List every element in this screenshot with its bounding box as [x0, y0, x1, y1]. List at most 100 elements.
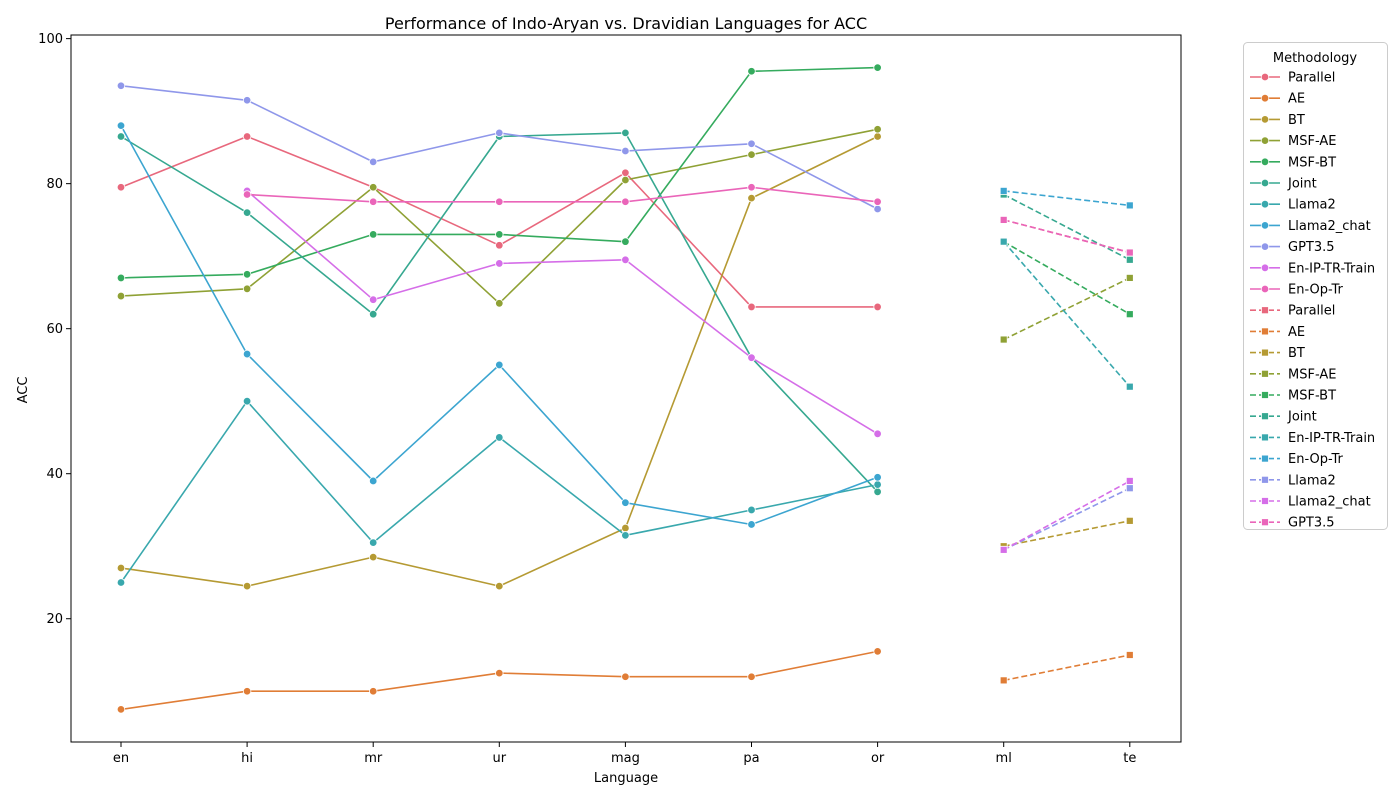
indo-aryan-point-ae-hi: [242, 687, 252, 696]
indo-aryan-point-msf-bt-hi: [242, 270, 252, 279]
legend-solid-marker-en-ip-tr-train: [1260, 263, 1270, 272]
dravidian-series-line-ae: [1003, 654, 1130, 682]
legend-dashed-label-parallel: Parallel: [1288, 304, 1335, 319]
dravidian-point-joint-te: [1125, 255, 1134, 264]
indo-aryan-series-line-llama2: [120, 400, 878, 583]
dravidian-point-llama2-chat-ml: [999, 545, 1008, 554]
indo-aryan-series-line-msf-ae: [120, 128, 878, 305]
legend-solid-label-parallel: Parallel: [1288, 71, 1335, 86]
indo-aryan-point-en-op-tr-ur: [495, 197, 504, 206]
indo-aryan-point-msf-ae-en: [116, 291, 126, 301]
indo-aryan-point-msf-ae-pa: [747, 150, 756, 159]
indo-aryan-point-gpt3-5-ur: [495, 128, 504, 138]
y-axis: 20 40 60 80 100: [38, 32, 71, 627]
dravidian-point-msf-ae-ml: [999, 335, 1008, 344]
dravidian-series-line-joint: [1003, 193, 1131, 261]
indo-aryan-point-msf-bt-mr: [369, 230, 378, 239]
y-tick-label-80: 80: [46, 177, 63, 192]
legend-dashed-marker-llama2-chat: [1261, 497, 1269, 505]
legend-solid-marker-msf-ae: [1260, 136, 1270, 145]
indo-aryan-point-joint-en: [116, 132, 126, 141]
legend-dashed-marker-bt: [1261, 348, 1269, 357]
legend: Methodology Parallel AE BT MSF-AE MSF-BT Join…: [1243, 42, 1388, 531]
dravidian-point-msf-ae-te: [1125, 274, 1134, 282]
legend-dashed-label-gpt3-5: GPT3.5: [1288, 516, 1335, 531]
indo-aryan-point-llama2-ur: [495, 433, 504, 442]
indo-aryan-point-msf-ae-hi: [242, 284, 252, 293]
dravidian-series-line-gpt3-5: [1003, 219, 1131, 254]
indo-aryan-point-gpt3-5-or: [873, 204, 882, 214]
indo-aryan-point-llama2-chat-or: [873, 473, 882, 482]
legend-dashed-label-bt: BT: [1288, 346, 1305, 361]
indo-aryan-point-llama2-chat-ur: [495, 360, 504, 370]
indo-aryan-point-en-op-tr-hi: [242, 190, 252, 199]
legend-solid-label-en-ip-tr-train: En-IP-TR-Train: [1288, 261, 1375, 276]
indo-aryan-point-llama2-chat-mag: [621, 498, 630, 507]
y-tick-label-60: 60: [46, 322, 63, 337]
y-axis-label: ACC: [16, 377, 31, 404]
legend-dashed-label-msf-ae: MSF-AE: [1288, 367, 1336, 382]
x-axis: en hi mr ur mag pa or ml te: [113, 742, 1136, 766]
indo-aryan-point-gpt3-5-en: [116, 81, 126, 90]
indo-aryan-point-en-ip-tr-train-ur: [495, 259, 504, 268]
legend-solid-label-joint: Joint: [1287, 177, 1317, 192]
legend-dashed-label-msf-bt: MSF-BT: [1288, 389, 1336, 404]
x-tick-label-hi: hi: [241, 751, 253, 766]
indo-aryan-point-parallel-or: [873, 302, 882, 312]
indo-aryan-point-llama2-or: [873, 480, 882, 489]
legend-solid-marker-joint: [1260, 178, 1270, 188]
indo-aryan-point-parallel-ur: [495, 241, 504, 250]
indo-aryan-point-bt-or: [873, 132, 882, 141]
indo-aryan-point-llama2-mag: [621, 531, 630, 540]
legend-dashed-marker-en-op-tr: [1261, 454, 1269, 463]
legend-dashed-marker-gpt3-5: [1261, 518, 1269, 527]
dravidian-point-gpt3-5-te: [1125, 248, 1134, 257]
legend-solid-label-msf-ae: MSF-AE: [1288, 134, 1336, 149]
x-tick-label-te: te: [1123, 751, 1136, 766]
indo-aryan-point-parallel-en: [116, 183, 126, 192]
legend-solid-label-ae: AE: [1288, 92, 1305, 107]
legend-solid-label-msf-bt: MSF-BT: [1288, 155, 1336, 170]
y-tick-label-100: 100: [38, 32, 63, 47]
indo-aryan-point-llama2-en: [116, 578, 126, 587]
legend-dashed-label-en-op-tr: En-Op-Tr: [1288, 452, 1344, 467]
indo-aryan-series-line-ae: [120, 650, 878, 711]
indo-aryan-point-en-op-tr-or: [873, 197, 882, 206]
legend-solid-label-llama2-chat: Llama2_chat: [1288, 219, 1371, 234]
y-tick-label-40: 40: [46, 467, 63, 482]
indo-aryan-point-joint-mr: [369, 309, 378, 319]
indo-aryan-point-parallel-mag: [621, 168, 630, 177]
dravidian-series-line-en-op-tr: [1003, 190, 1130, 207]
indo-aryan-point-gpt3-5-hi: [242, 96, 252, 105]
indo-aryan-point-msf-ae-mr: [369, 183, 378, 192]
dravidian-point-ae-te: [1125, 651, 1134, 659]
dravidian-point-msf-bt-te: [1125, 310, 1134, 319]
legend-solid-marker-gpt3-5: [1260, 242, 1270, 251]
dravidian-point-en-ip-tr-train-te: [1125, 382, 1134, 391]
legend-dashed-label-llama2-chat: Llama2_chat: [1288, 495, 1371, 510]
legend-frame: [1243, 42, 1388, 530]
indo-aryan-point-msf-bt-pa: [747, 67, 756, 76]
dravidian-series-line-llama2: [1003, 487, 1131, 551]
indo-aryan-point-llama2-chat-en: [116, 121, 126, 130]
indo-aryan-point-ae-mr: [369, 687, 378, 696]
dravidian-point-bt-te: [1125, 516, 1134, 525]
legend-solid-marker-ae: [1260, 93, 1270, 103]
indo-aryan-point-msf-bt-or: [873, 63, 882, 72]
indo-aryan-point-joint-hi: [242, 208, 252, 217]
indo-aryan-point-en-ip-tr-train-mag: [621, 255, 630, 264]
indo-aryan-point-llama2-chat-pa: [747, 520, 756, 529]
x-tick-label-en: en: [113, 751, 129, 766]
indo-aryan-series-line-llama2-chat: [120, 125, 878, 526]
dravidian-point-gpt3-5-ml: [999, 216, 1008, 224]
plot-frame: [70, 34, 1182, 743]
dravidian-point-llama2-chat-te: [1125, 477, 1134, 485]
indo-aryan-point-msf-bt-ur: [495, 230, 504, 239]
x-tick-label-ml: ml: [996, 751, 1012, 766]
legend-dashed-label-llama2: Llama2: [1288, 473, 1336, 488]
x-axis-label: Language: [594, 771, 658, 786]
indo-aryan-point-msf-bt-mag: [621, 237, 630, 246]
legend-solid-marker-msf-bt: [1260, 157, 1270, 166]
indo-aryan-point-en-op-tr-mr: [369, 197, 378, 206]
